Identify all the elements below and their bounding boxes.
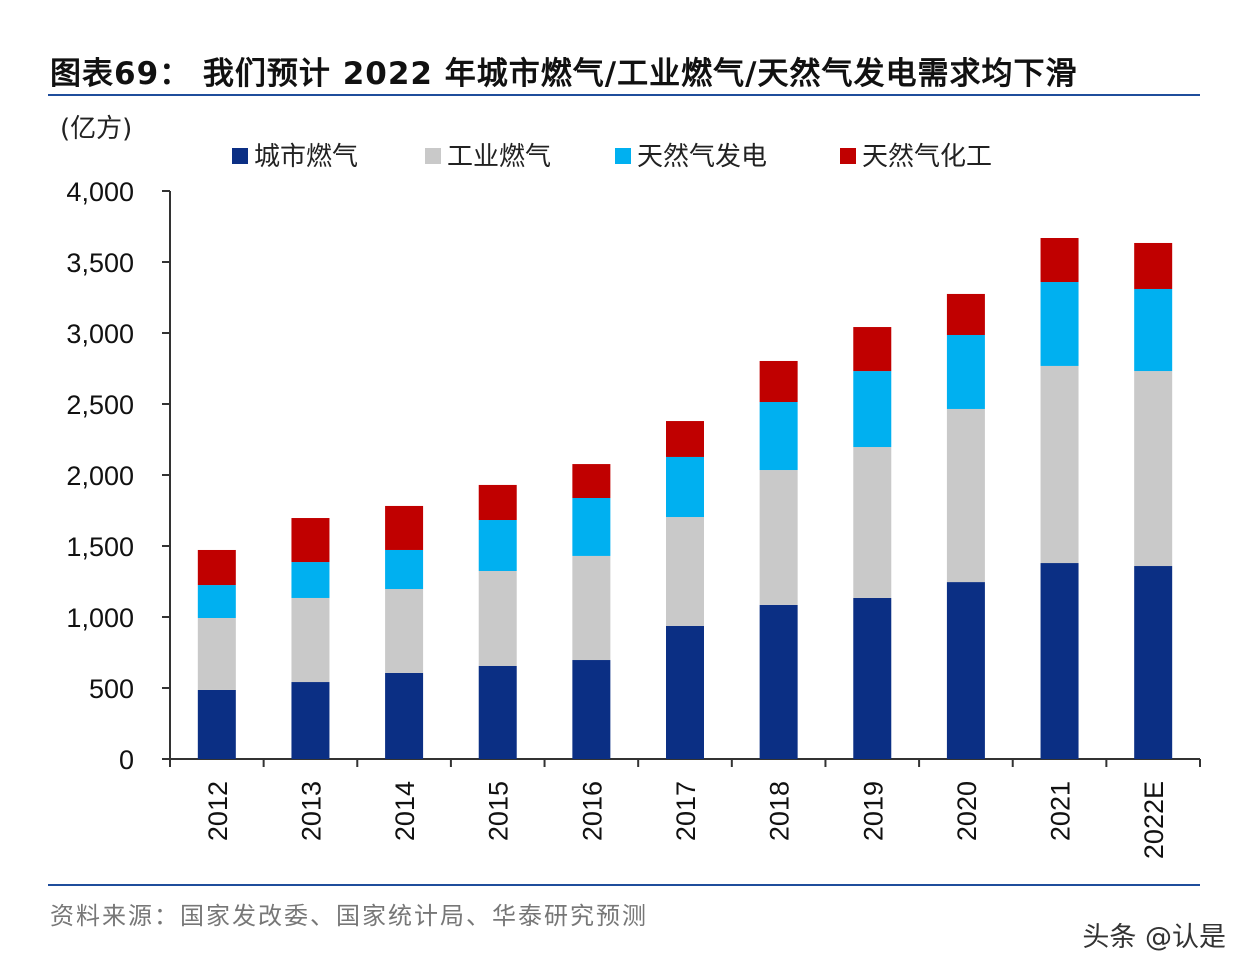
x-tick-label: 2018	[765, 781, 795, 841]
bar-segment-2017-天然气发电	[666, 456, 704, 518]
legend-label: 天然气发电	[637, 142, 767, 172]
bar-segment-2018-天然气化工	[759, 360, 798, 403]
bar-segment-2020-天然气化工	[946, 293, 985, 335]
legend-swatch	[232, 148, 248, 164]
y-tick-label: 1,500	[66, 532, 134, 562]
bar-segment-2022E-天然气发电	[1134, 288, 1173, 372]
bar-segment-2014-城市燃气	[385, 672, 424, 759]
watermark: 头条 @认是	[1082, 922, 1226, 953]
bar-segment-2019-天然气化工	[853, 327, 892, 372]
legend-label: 天然气化工	[862, 142, 992, 172]
bar-segment-2012-天然气化工	[197, 549, 236, 586]
bar-segment-2021-工业燃气	[1040, 365, 1079, 564]
bar-segment-2015-天然气发电	[478, 520, 517, 571]
bar-segment-2016-城市燃气	[572, 660, 611, 759]
bar-segment-2012-城市燃气	[197, 689, 236, 759]
bar-segment-2016-工业燃气	[572, 555, 611, 661]
bar-segment-2020-天然气发电	[946, 334, 985, 409]
bar-segment-2015-城市燃气	[478, 665, 517, 759]
x-tick-label: 2015	[484, 781, 514, 841]
x-tick-label: 2021	[1046, 781, 1076, 841]
bar-segment-2014-工业燃气	[385, 589, 424, 673]
bar-segment-2015-天然气化工	[478, 484, 517, 521]
x-tick-label: 2014	[390, 781, 420, 841]
bar-segment-2013-天然气化工	[291, 518, 330, 563]
bar-segment-2017-工业燃气	[666, 517, 704, 626]
bar-segment-2018-城市燃气	[759, 604, 798, 759]
x-tick-label: 2022E	[1139, 781, 1169, 859]
legend-swatch	[425, 148, 441, 164]
x-tick-label: 2020	[952, 781, 982, 841]
bar-segment-2016-天然气化工	[572, 464, 611, 499]
legend-label: 工业燃气	[447, 142, 551, 172]
bar-segment-2013-城市燃气	[291, 682, 330, 759]
legend-label: 城市燃气	[254, 142, 358, 172]
x-tick-label: 2017	[671, 781, 701, 841]
x-tick-label: 2019	[858, 781, 888, 841]
bar-segment-2021-天然气发电	[1040, 282, 1079, 366]
bar-segment-2022E-工业燃气	[1134, 371, 1173, 567]
title-divider	[48, 94, 1200, 96]
bar-segment-2013-工业燃气	[291, 597, 330, 683]
legend-swatch	[840, 148, 856, 164]
y-tick-label: 2,500	[66, 390, 134, 420]
bar-segment-2018-工业燃气	[759, 470, 798, 605]
bar-segment-2018-天然气发电	[759, 402, 798, 471]
bar-segment-2013-天然气发电	[291, 562, 330, 598]
y-tick-label: 0	[119, 745, 134, 775]
bar-segment-2014-天然气化工	[385, 505, 424, 550]
bar-segment-2021-天然气化工	[1040, 238, 1079, 283]
bar-segment-2012-天然气发电	[197, 585, 236, 618]
bar-segment-2017-城市燃气	[666, 625, 704, 759]
bar-segment-2017-天然气化工	[666, 421, 704, 457]
x-tick-label: 2013	[296, 781, 326, 841]
y-tick-label: 3,500	[66, 248, 134, 278]
y-tick-label: 3,000	[66, 319, 134, 349]
legend-swatch	[615, 148, 631, 164]
y-axis-unit: (亿方)	[60, 114, 133, 144]
y-tick-label: 500	[89, 674, 134, 704]
y-tick-label: 1,000	[66, 603, 134, 633]
y-tick-label: 2,000	[66, 461, 134, 491]
bar-segment-2014-天然气发电	[385, 549, 424, 590]
source-divider	[48, 884, 1200, 886]
bar-segment-2016-天然气发电	[572, 498, 611, 556]
bar-segment-2022E-城市燃气	[1134, 566, 1173, 759]
bar-segment-2020-工业燃气	[946, 408, 985, 583]
bar-segment-2012-工业燃气	[197, 617, 236, 690]
bar-segment-2019-工业燃气	[853, 447, 892, 598]
chart-title: 图表69： 我们预计 2022 年城市燃气/工业燃气/天然气发电需求均下滑	[50, 56, 1078, 92]
bar-segment-2020-城市燃气	[946, 582, 985, 759]
bar-segment-2019-城市燃气	[853, 597, 892, 759]
bar-segment-2022E-天然气化工	[1134, 242, 1173, 289]
source-note: 资料来源：国家发改委、国家统计局、华泰研究预测	[50, 902, 648, 930]
x-tick-label: 2016	[577, 781, 607, 841]
x-tick-label: 2012	[203, 781, 233, 841]
bar-segment-2015-工业燃气	[478, 570, 517, 666]
y-tick-label: 4,000	[66, 177, 134, 207]
bar-segment-2019-天然气发电	[853, 371, 892, 448]
bar-segment-2021-城市燃气	[1040, 563, 1079, 759]
